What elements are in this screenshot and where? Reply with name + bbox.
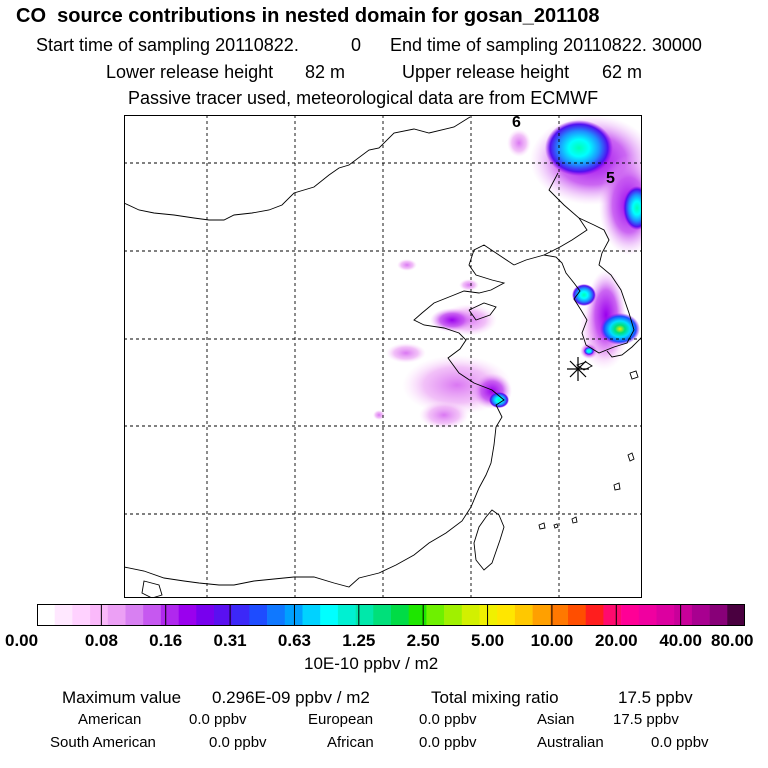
region-european-value: 0.0 ppbv [419, 711, 477, 728]
upper-release-value: 62 m [602, 62, 643, 82]
total-mixing-value: 17.5 ppbv [618, 688, 693, 707]
colorbar-tick-label: 2.50 [406, 631, 440, 650]
start-time-value: 0 [351, 35, 362, 55]
lat-lon-grid [124, 115, 642, 598]
region-asian-name: Asian [537, 711, 575, 728]
receptor-marker-icon [567, 357, 589, 381]
map-label-5: 5 [606, 170, 615, 187]
colorbar-swatch [267, 604, 286, 626]
colorbar-tick-label: 5.00 [470, 631, 505, 650]
coastlines-and-borders [124, 116, 642, 598]
region-american-value: 0.0 ppbv [189, 711, 247, 728]
region-african-name: African [327, 734, 374, 751]
colorbar-swatch [302, 604, 321, 626]
end-time-label: End time of sampling 20110822. 30000 [390, 35, 702, 55]
colorbar-swatch [125, 604, 144, 626]
colorbar-swatch [568, 604, 586, 626]
map-frame [124, 115, 642, 598]
start-time-label: Start time of sampling 20110822. [36, 35, 299, 55]
colorbar-units: 10E-10 ppbv / m2 [304, 654, 439, 673]
colorbar-swatch [497, 604, 516, 626]
colorbar-tick-label: 40.00 [659, 631, 702, 650]
lower-release-value: 82 m [305, 62, 346, 82]
colorbar-tick-label: 1.25 [342, 631, 376, 650]
concentration-field [373, 115, 642, 429]
colorbar-tick-label: 10.00 [530, 631, 574, 650]
source-contribution-map: 6 5 [124, 115, 642, 598]
region-south-american-name: South American [50, 734, 156, 751]
colorbar-swatch [550, 604, 569, 626]
region-american-name: American [78, 711, 142, 728]
colorbar-swatch [231, 604, 250, 626]
colorbar-swatch [585, 604, 604, 626]
upper-release-label: Upper release height [402, 62, 570, 82]
region-south-american-value: 0.0 ppbv [209, 734, 267, 751]
colorbar-swatch [196, 604, 215, 626]
colorbar-swatch [656, 604, 675, 626]
colorbar-swatch [691, 604, 710, 626]
colorbar-swatch [426, 604, 445, 626]
map-label-6: 6 [512, 115, 521, 131]
colorbar-swatch [249, 604, 268, 626]
colorbar-swatch [408, 604, 427, 626]
colorbar-swatch [514, 604, 533, 626]
colorbar-swatch [143, 604, 162, 626]
colorbar-swatch [90, 604, 109, 626]
colorbar-swatch [603, 604, 622, 626]
colorbar-swatch [178, 604, 197, 626]
tracer-note: Passive tracer used, meteorological data… [128, 88, 599, 108]
colorbar-swatch [391, 604, 409, 626]
colorbar-swatch [37, 604, 55, 626]
colorbar-swatch [284, 604, 303, 626]
region-australian-value: 0.0 ppbv [651, 734, 709, 751]
colorbar-tick-label: 80.00 [710, 631, 754, 650]
max-value: 0.296E-09 ppbv / m2 [212, 688, 370, 707]
colorbar-swatch [160, 604, 179, 626]
colorbar-swatch [532, 604, 551, 626]
colorbar-swatch [355, 604, 374, 626]
colorbar-swatch [674, 604, 693, 626]
region-asian-value: 17.5 ppbv [613, 711, 679, 728]
colorbar-swatch [107, 604, 126, 626]
colorbar-tick-label: 0.00 [5, 631, 39, 650]
colorbar-swatch [621, 604, 640, 626]
plot-title: CO source contributions in nested domain… [16, 5, 600, 27]
colorbar-swatch [638, 604, 657, 626]
colorbar-swatch [461, 604, 480, 626]
colorbar-swatch [337, 604, 356, 626]
lower-release-label: Lower release height [106, 62, 274, 82]
region-european-name: European [308, 711, 374, 728]
colorbar-swatch [479, 604, 498, 626]
colorbar-swatch [373, 604, 392, 626]
max-value-label: Maximum value [62, 688, 182, 707]
colorbar-swatch [72, 604, 91, 626]
total-mixing-label: Total mixing ratio [431, 688, 559, 707]
colorbar-tick-label: 0.31 [213, 631, 247, 650]
region-australian-name: Australian [537, 734, 604, 751]
region-african-value: 0.0 ppbv [419, 734, 477, 751]
colorbar-tick-label: 0.08 [84, 631, 118, 650]
colorbar-swatch [727, 604, 745, 626]
colorbar-swatch [54, 604, 73, 626]
colorbar-swatch [320, 604, 339, 626]
colorbar-swatch [214, 604, 232, 626]
colorbar [37, 604, 745, 626]
colorbar-swatch [444, 604, 463, 626]
colorbar-tick-label: 0.16 [149, 631, 183, 650]
colorbar-tick-label: 0.63 [277, 631, 311, 650]
colorbar-swatch [709, 604, 728, 626]
colorbar-tick-label: 20.00 [594, 631, 638, 650]
